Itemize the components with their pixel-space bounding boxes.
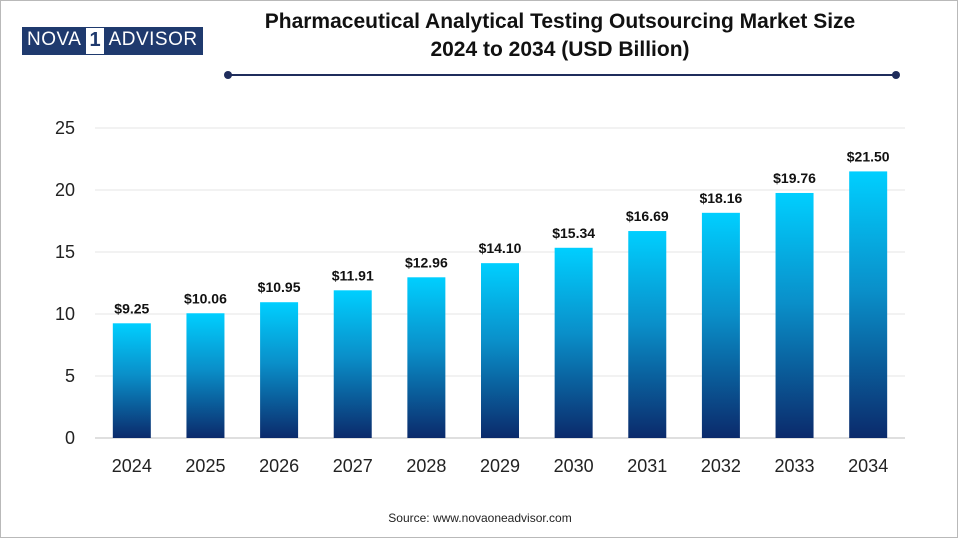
x-tick-label-2030: 2030 (554, 456, 594, 476)
data-label-2034: $21.50 (847, 148, 890, 164)
title-underline-left-dot (224, 71, 232, 79)
bar-2029 (481, 263, 519, 438)
y-tick-label-25: 25 (55, 118, 75, 138)
data-label-2024: $9.25 (114, 300, 149, 316)
data-label-2026: $10.95 (258, 279, 301, 295)
bars (112, 171, 888, 438)
source-note: Source: www.novaoneadvisor.com (388, 511, 572, 525)
x-tick-label-2031: 2031 (627, 456, 667, 476)
x-tick-label-2026: 2026 (259, 456, 299, 476)
data-labels: $9.25 $10.06 $10.95 $11.91 $12.96 $14.10 $15.3… (114, 148, 890, 316)
chart-title-line1: Pharmaceutical Analytical Testing Outsou… (264, 10, 856, 33)
bar-2030 (554, 247, 593, 438)
data-label-2031: $16.69 (626, 208, 669, 224)
y-tick-label-20: 20 (55, 180, 75, 200)
x-tick-label-2032: 2032 (701, 456, 741, 476)
x-tick-label-2028: 2028 (406, 456, 446, 476)
bar-2026 (260, 302, 299, 438)
bar-2028 (407, 277, 446, 438)
bar-2031 (628, 231, 667, 438)
data-label-2033: $19.76 (773, 170, 816, 186)
bar-2033 (775, 192, 814, 438)
title-underline-right-dot (892, 71, 900, 79)
bar-2025 (186, 313, 225, 438)
y-tick-label-15: 15 (55, 242, 75, 262)
gridlines (95, 127, 905, 439)
data-label-2025: $10.06 (184, 290, 227, 306)
y-tick-label-10: 10 (55, 304, 75, 324)
logo-text-one: 1 (85, 28, 105, 54)
title-underline (228, 74, 896, 76)
logo-text-nova: NOVA (23, 28, 86, 54)
chart-title: Pharmaceutical Analytical Testing Outsou… (210, 8, 910, 64)
x-tick-label-2029: 2029 (480, 456, 520, 476)
bar-2032 (701, 212, 740, 438)
data-label-2032: $18.16 (699, 190, 742, 206)
x-tick-label-2033: 2033 (775, 456, 815, 476)
x-axis-ticks: 2024 2025 2026 2027 2028 2029 2030 2031 2032 2033… (112, 456, 888, 476)
novaoneadvisor-logo: NOVA 1 ADVISOR (22, 27, 203, 55)
bar-2034 (849, 171, 888, 438)
data-label-2028: $12.96 (405, 254, 448, 270)
x-tick-label-2034: 2034 (848, 456, 888, 476)
bar-2024 (112, 323, 151, 438)
x-tick-label-2027: 2027 (333, 456, 373, 476)
data-label-2029: $14.10 (479, 240, 522, 256)
x-tick-label-2025: 2025 (185, 456, 225, 476)
bar-2027 (333, 290, 372, 438)
y-tick-label-5: 5 (65, 366, 75, 386)
data-label-2027: $11.91 (332, 267, 374, 283)
chart-title-line2: 2024 to 2034 (USD Billion) (430, 38, 690, 61)
data-label-2030: $15.34 (552, 225, 595, 241)
x-tick-label-2024: 2024 (112, 456, 152, 476)
y-tick-label-0: 0 (65, 428, 75, 448)
logo-text-advisor: ADVISOR (104, 28, 202, 54)
y-axis-ticks: 0 5 10 15 20 25 (55, 118, 75, 448)
